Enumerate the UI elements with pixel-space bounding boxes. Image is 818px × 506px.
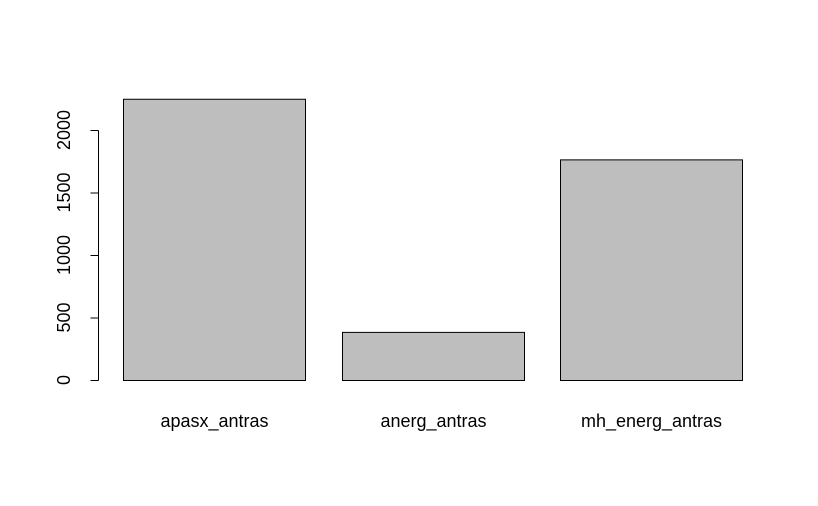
y-tick-label-1500: 1500 xyxy=(54,172,74,212)
x-label-anerg_antras: anerg_antras xyxy=(380,411,486,432)
bar-mh_energ_antras xyxy=(560,159,743,381)
bar-anerg_antras xyxy=(342,331,525,381)
y-tick-label-1000: 1000 xyxy=(54,235,74,275)
y-tick-label-500: 500 xyxy=(54,302,74,332)
x-label-apasx_antras: apasx_antras xyxy=(160,411,268,432)
x-label-mh_energ_antras: mh_energ_antras xyxy=(581,411,722,432)
bar-apasx_antras xyxy=(123,98,306,381)
y-tick-label-0: 0 xyxy=(54,375,74,385)
y-axis: 0 500 1000 1500 2000 xyxy=(54,110,99,385)
y-tick-label-2000: 2000 xyxy=(54,110,74,150)
x-axis-labels: apasx_antras anerg_antras mh_energ_antras xyxy=(160,411,722,432)
bars-group xyxy=(123,98,743,381)
